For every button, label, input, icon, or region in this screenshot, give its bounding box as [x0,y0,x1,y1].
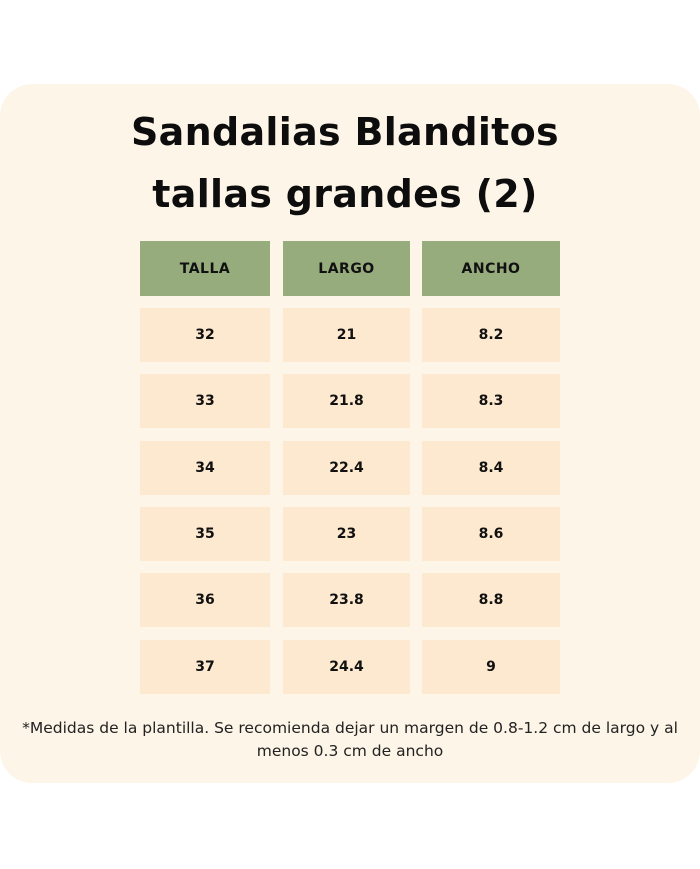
cell-talla: 33 [140,374,270,428]
title-line-2: tallas grandes (2) [152,172,538,216]
footnote-line-1: *Medidas de la plantilla. Se recomienda … [22,719,678,737]
cell-largo: 24.4 [283,640,410,694]
footnote: *Medidas de la plantilla. Se recomienda … [0,717,700,763]
cell-talla: 34 [140,441,270,495]
cell-largo: 21 [283,308,410,362]
title-line-1: Sandalias Blanditos [131,110,559,154]
header-largo: LARGO [283,241,410,296]
header-ancho: ANCHO [422,241,560,296]
header-talla: TALLA [140,241,270,296]
cell-ancho: 8.6 [422,507,560,561]
footnote-line-2: menos 0.3 cm de ancho [256,742,444,760]
cell-ancho: 8.2 [422,308,560,362]
cell-ancho: 9 [422,640,560,694]
cell-talla: 35 [140,507,270,561]
cell-ancho: 8.3 [422,374,560,428]
cell-talla: 37 [140,640,270,694]
cell-largo: 22.4 [283,441,410,495]
cell-talla: 36 [140,573,270,627]
cell-ancho: 8.4 [422,441,560,495]
cell-ancho: 8.8 [422,573,560,627]
cell-largo: 21.8 [283,374,410,428]
cell-largo: 23.8 [283,573,410,627]
cell-talla: 32 [140,308,270,362]
cell-largo: 23 [283,507,410,561]
